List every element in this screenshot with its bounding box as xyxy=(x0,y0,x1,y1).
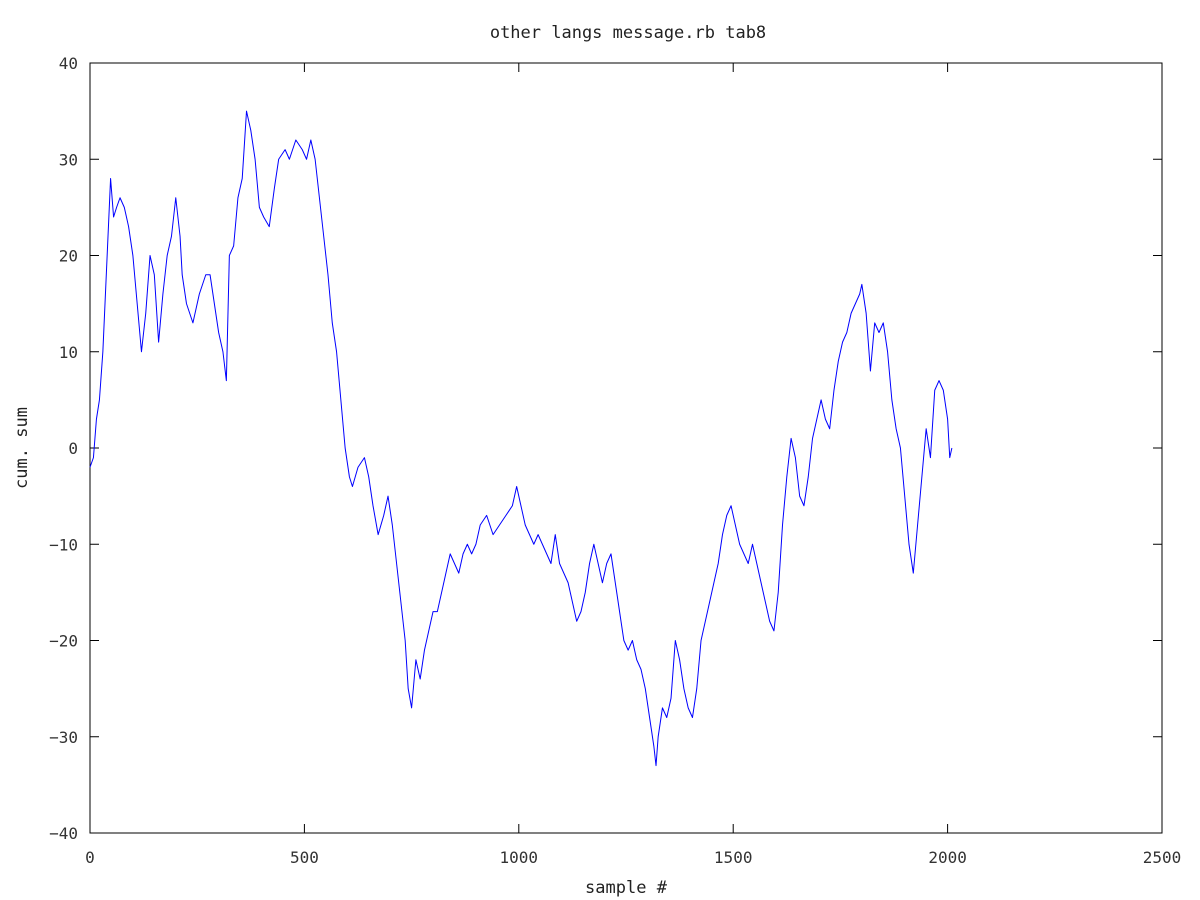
x-tick-label: 2000 xyxy=(928,848,967,867)
y-tick-label: 30 xyxy=(59,150,78,169)
x-tick-label: 1000 xyxy=(500,848,539,867)
y-tick-label: −20 xyxy=(49,632,78,651)
x-tick-label: 1500 xyxy=(714,848,753,867)
y-tick-label: 10 xyxy=(59,343,78,362)
plot-area-frame xyxy=(89,62,1163,834)
chart-title: other langs message.rb tab8 xyxy=(490,23,766,43)
x-axis-label: sample # xyxy=(585,878,668,898)
y-axis-label: cum. sum xyxy=(12,407,32,489)
y-tick-label: 0 xyxy=(68,439,78,458)
y-tick-label: −30 xyxy=(49,728,78,747)
x-axis: 0 500 1000 1500 2000 2500 xyxy=(85,63,1181,867)
y-tick-label: 20 xyxy=(59,247,78,266)
y-tick-label: −10 xyxy=(49,535,78,554)
y-tick-label: −40 xyxy=(49,824,78,843)
series-layer xyxy=(89,110,953,767)
y-tick-label: 40 xyxy=(59,54,78,73)
series-line xyxy=(89,110,953,767)
y-axis: −40 −30 −20 −10 0 10 20 30 40 xyxy=(49,54,1162,843)
x-tick-label: 0 xyxy=(85,848,95,867)
x-tick-label: 2500 xyxy=(1143,848,1182,867)
x-tick-label: 500 xyxy=(290,848,319,867)
